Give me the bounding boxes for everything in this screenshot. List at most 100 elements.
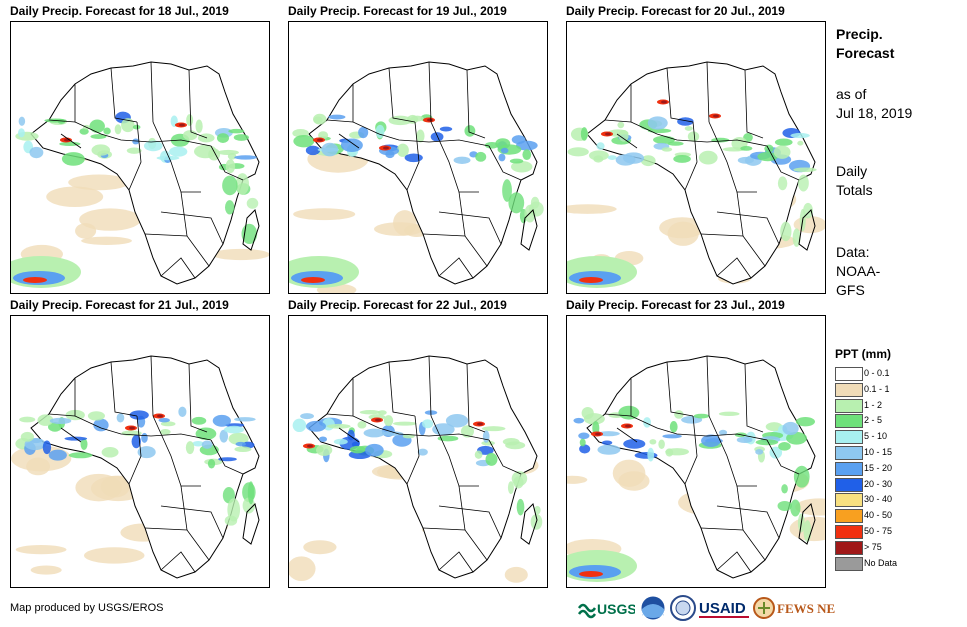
country-border xyxy=(744,363,764,433)
country-border xyxy=(736,485,744,531)
rain-cell xyxy=(292,418,307,433)
drizzle-patch xyxy=(289,556,316,582)
rain-cell xyxy=(786,431,807,445)
forecast-panel-19jul: Daily Precip. Forecast for 19 Jul., 2019 xyxy=(288,4,548,294)
precip-map xyxy=(566,21,826,294)
rain-cell xyxy=(769,446,783,459)
legend-label: 10 - 15 xyxy=(864,447,893,457)
legend-label: 15 - 20 xyxy=(864,462,893,473)
rain-cell xyxy=(37,414,54,426)
country-border xyxy=(160,551,196,573)
rain-cell xyxy=(396,143,409,157)
data-line2: NOAA- xyxy=(836,263,881,279)
drizzle-patch xyxy=(293,208,356,221)
extreme-rain-cell xyxy=(179,123,185,127)
country-border xyxy=(458,191,466,237)
legend-swatch xyxy=(835,382,863,397)
drizzle-patch xyxy=(84,547,145,564)
country-border xyxy=(150,61,154,123)
legend-item: 50 - 75 xyxy=(835,525,955,540)
drizzle-patch xyxy=(303,540,337,555)
asof-line2: Jul 18, 2019 xyxy=(836,105,913,121)
drizzle-patch xyxy=(79,208,142,231)
rain-cell xyxy=(377,410,387,416)
rain-cell xyxy=(185,441,195,455)
rain-cell xyxy=(579,438,586,447)
rain-cell xyxy=(169,146,188,157)
precip-map xyxy=(10,21,270,294)
country-border xyxy=(128,121,142,191)
panel-title: Daily Precip. Forecast for 21 Jul., 2019 xyxy=(10,298,229,312)
drizzle-patch xyxy=(211,248,269,261)
madagascar-outline xyxy=(798,209,816,251)
country-border xyxy=(766,439,800,475)
rain-cell xyxy=(90,134,107,139)
rain-cell xyxy=(790,132,810,139)
rain-cell xyxy=(18,128,25,138)
drizzle-patch xyxy=(659,217,706,239)
africa-outline xyxy=(30,355,260,579)
precip-map xyxy=(288,21,548,294)
rain-cell xyxy=(191,416,207,425)
rain-cell xyxy=(673,155,691,163)
forecast-panel-23jul: Daily Precip. Forecast for 23 Jul., 2019 xyxy=(566,298,826,588)
forecast-panel-21jul: Daily Precip. Forecast for 21 Jul., 2019 xyxy=(10,298,270,588)
rain-cell xyxy=(129,410,149,420)
country-border xyxy=(604,119,632,123)
country-border xyxy=(430,415,479,487)
rain-cell xyxy=(305,145,321,156)
rain-cell xyxy=(661,147,673,152)
drizzle-patch xyxy=(374,222,424,236)
rain-cell xyxy=(126,147,142,154)
drizzle-patch xyxy=(68,174,130,191)
legend-swatch xyxy=(835,446,863,460)
rain-cell xyxy=(137,446,156,459)
rain-cell xyxy=(481,426,506,432)
rain-cell xyxy=(643,417,651,428)
country-border xyxy=(706,355,710,417)
rain-cell xyxy=(143,140,163,152)
rain-cell xyxy=(583,413,605,425)
rain-cell xyxy=(790,499,801,517)
southern-ocean-rain-peak xyxy=(579,277,603,283)
country-border xyxy=(60,133,82,149)
rain-cell xyxy=(160,421,176,427)
extreme-rain-cell xyxy=(157,414,163,418)
country-border xyxy=(388,361,416,417)
rain-cell xyxy=(698,150,718,165)
rain-cell xyxy=(453,156,471,164)
extreme-rain-cell xyxy=(595,432,601,436)
country-border xyxy=(48,119,76,123)
legend-swatch xyxy=(835,540,863,555)
madagascar-outline xyxy=(798,503,816,545)
legend-label: 50 - 75 xyxy=(864,526,893,536)
rain-cell xyxy=(225,159,236,174)
rain-cell xyxy=(567,147,589,157)
country-border xyxy=(736,191,744,237)
rain-cell xyxy=(300,413,314,420)
rain-cell xyxy=(48,449,67,461)
rain-cell xyxy=(593,155,604,163)
rain-cell xyxy=(306,420,326,432)
rain-cell xyxy=(89,119,105,133)
country-border xyxy=(188,363,208,433)
country-border xyxy=(656,133,768,147)
rain-cell xyxy=(121,118,135,133)
rain-cell xyxy=(59,141,81,147)
legend-item: 10 - 15 xyxy=(835,446,955,461)
legend-item: No Data xyxy=(835,556,955,572)
rain-cell xyxy=(132,138,140,145)
rain-cell xyxy=(803,202,813,219)
rain-cell xyxy=(640,155,656,167)
rain-cell xyxy=(178,406,187,418)
rain-cell xyxy=(798,174,809,192)
country-border xyxy=(152,415,201,487)
rain-cell xyxy=(677,117,694,126)
map-credit: Map produced by USGS/EROS xyxy=(10,602,164,614)
legend-swatch xyxy=(835,430,863,445)
rain-cell xyxy=(618,129,629,142)
country-border xyxy=(48,413,76,417)
fews-net-logo: FEWS NET xyxy=(753,594,844,622)
rain-cell xyxy=(757,151,778,162)
legend-item: > 75 xyxy=(835,540,955,556)
